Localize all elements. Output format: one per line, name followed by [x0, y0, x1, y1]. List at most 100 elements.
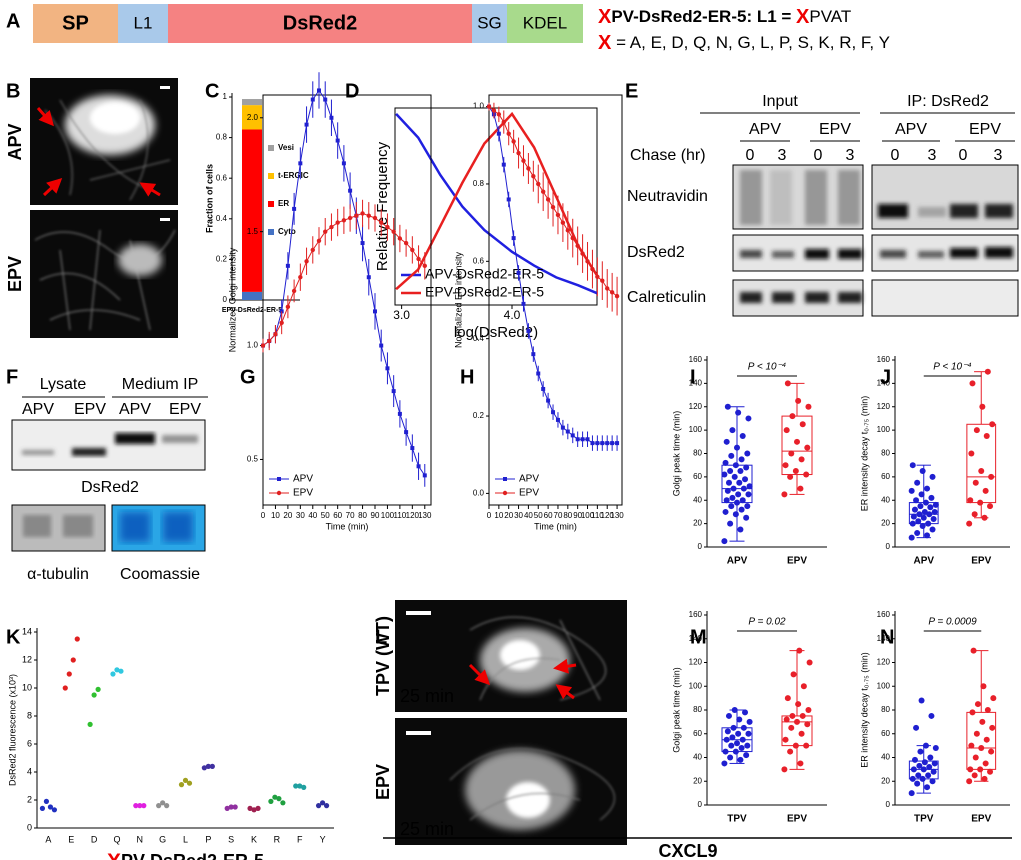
point [744, 503, 751, 510]
point [980, 683, 987, 690]
point [919, 468, 926, 475]
construct-segment [472, 4, 507, 43]
y-tick-label: 0.8 [216, 133, 228, 142]
point [926, 511, 933, 518]
y-axis-label: ER intensity decay t₀.₇₅ (min) [859, 396, 869, 512]
legend-label: EPV [519, 488, 539, 499]
construct-text-part: = A, E, D, Q, N, G, L, P, S, K, R, F, Y [611, 33, 890, 52]
point [732, 511, 739, 518]
bar-segment [242, 99, 262, 106]
lane-label: EPV [819, 121, 851, 138]
annotation: P = 0.02 [748, 617, 786, 628]
point [913, 497, 920, 504]
marker [506, 131, 511, 136]
point [740, 485, 747, 492]
y-tick-label: 140 [689, 634, 703, 643]
y-axis-label: ER intensity decay t₀.₇₅ (min) [859, 652, 869, 768]
panel-letter: H [460, 366, 474, 388]
legend-swatch [268, 229, 274, 235]
marker [560, 220, 566, 225]
group-label: IP: DsRed2 [907, 93, 989, 110]
chase-value: 0 [891, 147, 900, 164]
point [974, 701, 981, 708]
construct-text-part: PV-DsRed2-ER-5: L1 = [611, 7, 796, 26]
marker [526, 328, 531, 333]
row-label: Neutravidin [627, 188, 708, 205]
point [795, 397, 802, 404]
marker [310, 247, 315, 253]
point [247, 805, 253, 812]
point [743, 752, 750, 759]
y-tick-label: 140 [689, 378, 703, 387]
point [724, 728, 731, 735]
legend-marker [276, 490, 282, 496]
x-tick-label: EPV [787, 556, 807, 567]
x-tick-label: 80 [358, 511, 367, 520]
point [806, 659, 813, 666]
point [922, 742, 929, 749]
panel-letter: E [625, 80, 638, 102]
point [746, 718, 753, 725]
y-tick-label: 0 [223, 295, 228, 304]
y-tick-label: 0 [27, 822, 32, 832]
point [118, 668, 124, 674]
x-tick-label: S [228, 834, 234, 844]
point [746, 483, 753, 490]
point [920, 766, 927, 773]
point [966, 778, 973, 785]
point [276, 796, 282, 802]
image-label: TPV (WT) [373, 616, 393, 696]
point [66, 671, 72, 677]
point [987, 768, 994, 775]
y-tick-label: 100 [877, 681, 891, 690]
x-tick-label: N [137, 834, 144, 844]
point [915, 772, 922, 779]
point [970, 647, 977, 654]
point [186, 780, 193, 786]
marker [595, 441, 600, 446]
y-tick-label: 1.0 [473, 102, 485, 111]
point [740, 724, 747, 731]
segment-label: KDEL [523, 13, 567, 32]
y-tick-label: 100 [877, 425, 891, 434]
marker [516, 270, 521, 275]
x-axis-label: Time (min) [534, 521, 577, 531]
y-tick-label: 0 [886, 542, 891, 551]
y-tick-label: 12 [22, 654, 32, 664]
marker [511, 139, 516, 144]
y-tick-label: 0.6 [216, 173, 228, 182]
point [796, 647, 803, 654]
point [982, 487, 989, 494]
point [736, 716, 743, 723]
marker [531, 174, 536, 179]
y-tick-label: 160 [877, 610, 891, 619]
marker [546, 398, 551, 403]
marker [614, 293, 620, 299]
x-tick-label: 70 [346, 511, 355, 520]
point [728, 452, 735, 459]
point [727, 520, 734, 527]
point [732, 462, 739, 469]
marker [585, 259, 590, 264]
marker [360, 241, 365, 246]
point [918, 697, 925, 704]
point [728, 742, 735, 749]
point [977, 499, 984, 506]
panel-letter: N [880, 626, 894, 648]
point [973, 730, 980, 737]
x-tick-label: 130 [418, 511, 432, 520]
marker [575, 243, 580, 249]
point [978, 468, 985, 475]
point [989, 421, 996, 428]
marker [323, 97, 328, 102]
blot-f [11, 396, 208, 552]
y-axis-label: Golgi peak time (min) [671, 411, 681, 497]
marker [615, 441, 620, 446]
construct-text-part: X [598, 6, 612, 28]
footer-label: CXCL9 [658, 841, 717, 860]
point [983, 736, 990, 743]
x-tick-label: 80 [563, 511, 572, 520]
series-line [395, 111, 599, 291]
point [799, 712, 806, 719]
marker [550, 204, 556, 210]
